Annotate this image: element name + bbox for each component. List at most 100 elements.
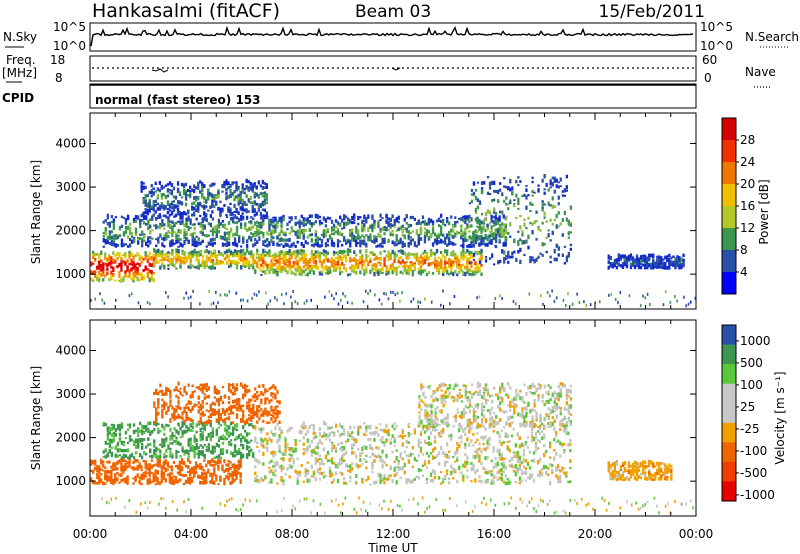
heatmap-cell: [148, 481, 151, 485]
heatmap-cell: [240, 438, 243, 443]
heatmap-cell: [401, 224, 404, 228]
freq-label-line1: Freq.: [6, 53, 36, 67]
heatmap-cell: [237, 471, 240, 475]
heatmap-cell: [498, 226, 501, 231]
heatmap-cell: [254, 234, 257, 237]
heatmap-cell: [543, 216, 546, 219]
heatmap-cell: [90, 277, 93, 281]
heatmap-cell: [278, 262, 281, 268]
heatmap-cell: [221, 449, 225, 453]
heatmap-cell: [444, 240, 447, 245]
heatmap-cell: [203, 225, 206, 229]
heatmap-cell: [110, 423, 113, 426]
colorbar-segment: [722, 228, 736, 251]
y-tick-label: 4000: [55, 136, 86, 150]
heatmap-cell: [219, 260, 223, 264]
heatmap-cell: [365, 269, 368, 274]
heatmap-cell: [476, 199, 480, 202]
heatmap-cell: [225, 468, 228, 472]
heatmap-cell: [148, 198, 151, 201]
heatmap-cell: [132, 255, 135, 260]
heatmap-cell: [541, 221, 544, 225]
heatmap-cell: [181, 430, 184, 433]
heatmap-cell: [494, 297, 497, 300]
heatmap-cell: [157, 422, 160, 426]
heatmap-cell: [225, 463, 228, 467]
heatmap-cell: [161, 414, 164, 419]
heatmap-cell: [502, 242, 505, 247]
heatmap-cell: [225, 196, 228, 201]
heatmap-cell: [480, 189, 484, 194]
heatmap-cell: [176, 471, 180, 474]
heatmap-cell: [160, 465, 163, 469]
heatmap-cell: [491, 199, 494, 203]
heatmap-cell: [231, 251, 235, 256]
heatmap-cell: [274, 252, 277, 256]
heatmap-cell: [246, 453, 249, 456]
nsky-label: N.Sky: [3, 30, 37, 44]
heatmap-cell: [219, 413, 223, 417]
heatmap-cell: [499, 294, 501, 298]
heatmap-cell: [185, 451, 188, 454]
heatmap-cell: [298, 236, 301, 239]
heatmap-cell: [207, 241, 210, 246]
heatmap-cell: [205, 480, 208, 485]
heatmap-cell: [421, 256, 425, 260]
heatmap-cell: [242, 444, 245, 447]
heatmap-cell: [373, 267, 376, 271]
heatmap-cell: [460, 251, 463, 254]
heatmap-cell: [351, 301, 353, 305]
heatmap-cell: [503, 228, 506, 232]
heatmap-cell: [282, 267, 285, 271]
heatmap-cell: [247, 210, 250, 213]
heatmap-cell: [569, 243, 572, 247]
heatmap-cell: [246, 418, 249, 423]
heatmap-cell: [403, 234, 406, 237]
heatmap-cell: [182, 183, 186, 187]
heatmap-cell: [183, 262, 186, 264]
heatmap-cell: [238, 240, 241, 243]
heatmap-cell: [480, 230, 483, 234]
heatmap-cell: [148, 470, 151, 473]
heatmap-cell: [615, 259, 618, 262]
heatmap-cell: [227, 463, 230, 466]
heatmap-cell: [549, 180, 552, 186]
heatmap-cell: [187, 402, 190, 405]
heatmap-cell: [383, 292, 385, 295]
heatmap-cell: [183, 258, 186, 261]
freq-panel-frame: [89, 55, 697, 82]
heatmap-cell: [253, 191, 256, 194]
heatmap-cell: [221, 385, 225, 389]
heatmap-cell: [193, 226, 196, 231]
heatmap-cell: [466, 268, 469, 272]
heatmap-cell: [349, 239, 352, 242]
heatmap-cell: [211, 434, 214, 438]
heatmap-cell: [209, 238, 212, 242]
heatmap-cell: [379, 219, 382, 222]
heatmap-cell: [217, 436, 221, 439]
heatmap-cell: [207, 410, 210, 413]
heatmap-cell: [225, 260, 229, 265]
heatmap-cell: [235, 250, 239, 254]
heatmap-cell: [240, 265, 243, 269]
heatmap-cell: [155, 414, 158, 419]
heatmap-cell: [215, 398, 218, 403]
heatmap-cell: [399, 239, 402, 245]
heatmap-cell: [108, 449, 111, 454]
heatmap-cell: [617, 257, 620, 262]
heatmap-cell: [231, 260, 235, 263]
heatmap-cell: [549, 239, 552, 242]
heatmap-cell: [488, 222, 492, 225]
heatmap-cell: [181, 394, 184, 397]
heatmap-cell: [355, 270, 358, 275]
heatmap-cell: [357, 242, 360, 245]
heatmap-cell: [433, 258, 437, 263]
heatmap-cell: [233, 203, 236, 208]
heatmap-cell: [118, 437, 122, 440]
heatmap-cell: [225, 417, 229, 420]
heatmap-cell: [211, 204, 214, 208]
heatmap-cell: [209, 421, 212, 426]
heatmap-cell: [177, 451, 180, 453]
heatmap-cell: [324, 224, 328, 228]
heatmap-cell: [531, 190, 534, 194]
